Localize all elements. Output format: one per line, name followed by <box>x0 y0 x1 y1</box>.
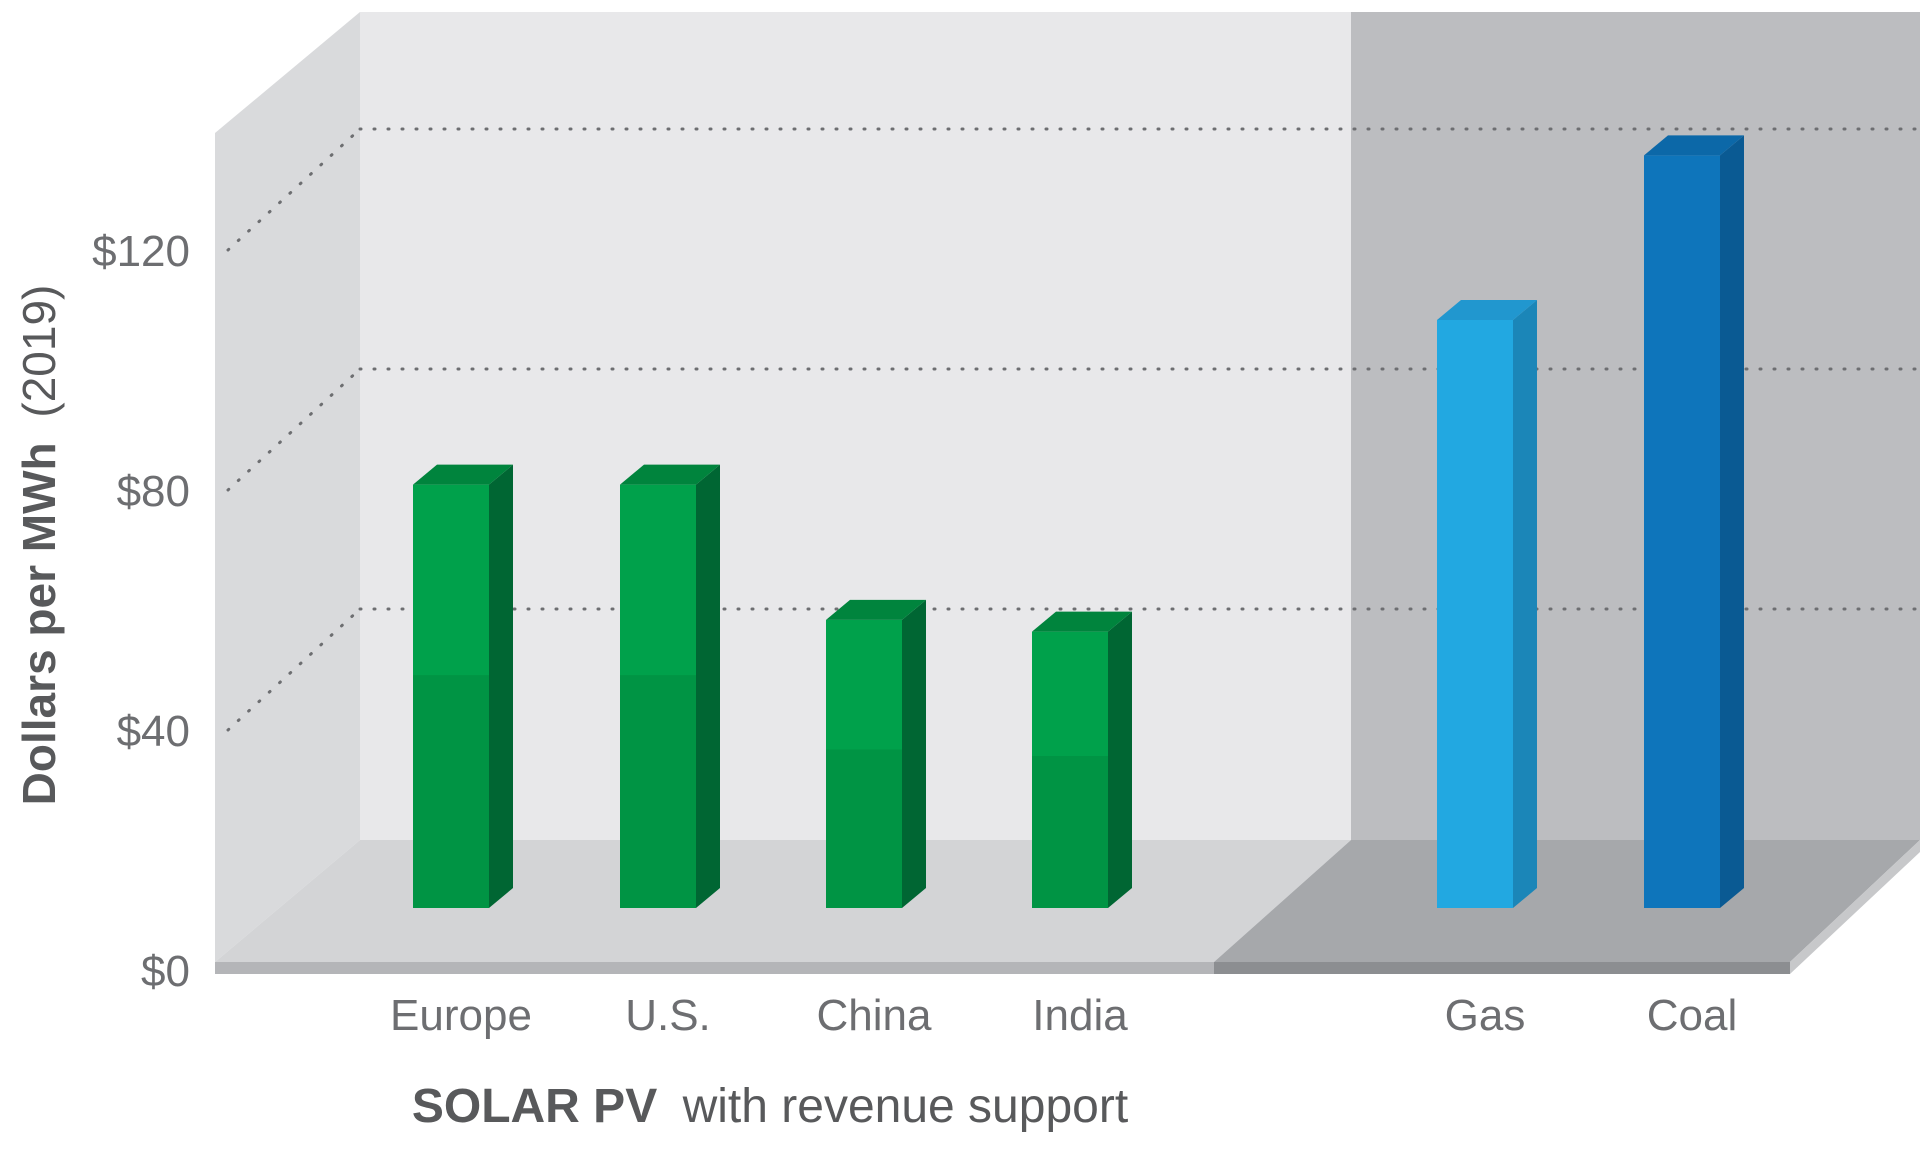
floor-edge-fossil <box>1214 962 1790 974</box>
y-tick-label: $120 <box>92 227 190 276</box>
bar-china <box>826 599 926 908</box>
category-label: Europe <box>390 991 532 1040</box>
solar-caption-rest: with revenue support <box>682 1080 1129 1133</box>
gridline-diagonal <box>226 607 362 732</box>
bar-side <box>1108 611 1132 908</box>
y-tick-label: $80 <box>117 467 190 516</box>
back-wall-fossil <box>1351 12 1920 840</box>
y-axis-label-unit: (2019) <box>13 285 65 418</box>
bar-front-shade <box>620 675 696 908</box>
bar-top <box>1032 611 1132 632</box>
bar-coal <box>1644 135 1744 909</box>
category-label: China <box>817 991 932 1040</box>
bar-side <box>1513 300 1537 908</box>
bar-top <box>1644 135 1744 156</box>
floor-solar <box>215 840 1351 962</box>
bar-top <box>620 464 720 485</box>
bar-india <box>1032 611 1132 908</box>
left-side-wall <box>215 12 360 962</box>
y-axis-label-bold: Dollars per MWh <box>13 442 65 805</box>
y-axis-ticks: $0 $40 $80 $120 <box>92 227 190 996</box>
bar-side <box>1720 135 1744 909</box>
y-axis-label: Dollars per MWh (2019) <box>13 285 65 806</box>
bar-side <box>902 599 926 908</box>
bar-front-shade <box>826 749 902 908</box>
bar-front <box>1437 320 1513 908</box>
category-label: India <box>1032 991 1128 1040</box>
bar-gas <box>1437 300 1537 908</box>
floor-edge-solar <box>215 962 1214 974</box>
gridlines <box>226 127 1920 732</box>
gridline-diagonal <box>226 127 362 252</box>
bar-us <box>620 464 720 908</box>
category-label: Coal <box>1647 991 1738 1040</box>
solar-caption: SOLAR PV with revenue support <box>412 1080 1128 1133</box>
bar-top <box>1437 300 1537 320</box>
bar-side <box>696 464 720 908</box>
bar-top <box>413 464 513 485</box>
solar-caption-bold: SOLAR PV <box>412 1080 657 1133</box>
bar-europe <box>413 464 513 908</box>
category-label: U.S. <box>625 991 711 1040</box>
bars <box>413 135 1744 909</box>
bar-front <box>1644 155 1720 909</box>
bar-front-shade <box>1032 756 1108 908</box>
floor-bevel-right <box>1790 840 1920 974</box>
y-tick-label: $0 <box>141 947 190 996</box>
bar-side <box>489 464 513 908</box>
bar-front-shade <box>413 675 489 908</box>
bar-top <box>826 599 926 620</box>
category-label: Gas <box>1445 991 1526 1040</box>
x-axis-labels: Europe U.S. China India Gas Coal <box>390 991 1737 1040</box>
y-tick-label: $40 <box>117 707 190 756</box>
gridline-diagonal <box>226 367 362 492</box>
